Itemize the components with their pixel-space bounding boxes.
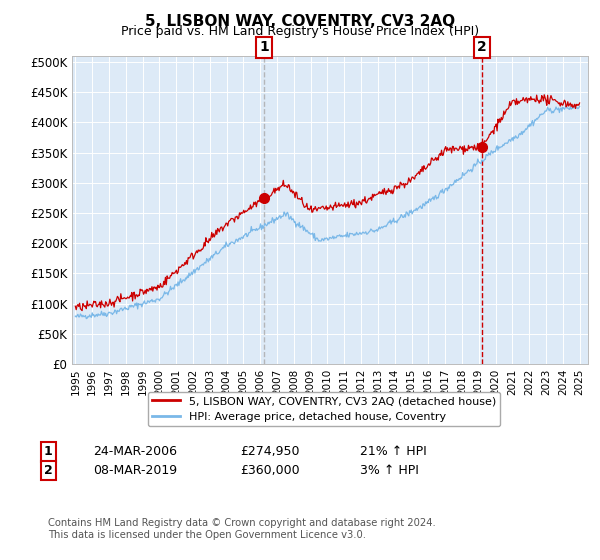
Text: 2: 2 — [44, 464, 52, 477]
Text: 2: 2 — [477, 40, 487, 54]
Text: 5, LISBON WAY, COVENTRY, CV3 2AQ: 5, LISBON WAY, COVENTRY, CV3 2AQ — [145, 14, 455, 29]
Text: 24-MAR-2006: 24-MAR-2006 — [93, 445, 177, 459]
Text: 21% ↑ HPI: 21% ↑ HPI — [360, 445, 427, 459]
Text: 3% ↑ HPI: 3% ↑ HPI — [360, 464, 419, 477]
Text: £360,000: £360,000 — [240, 464, 299, 477]
Text: £274,950: £274,950 — [240, 445, 299, 459]
Text: Contains HM Land Registry data © Crown copyright and database right 2024.
This d: Contains HM Land Registry data © Crown c… — [48, 518, 436, 540]
Legend: 5, LISBON WAY, COVENTRY, CV3 2AQ (detached house), HPI: Average price, detached : 5, LISBON WAY, COVENTRY, CV3 2AQ (detach… — [148, 391, 500, 426]
Text: 1: 1 — [259, 40, 269, 54]
Text: 1: 1 — [44, 445, 52, 459]
Text: 08-MAR-2019: 08-MAR-2019 — [93, 464, 177, 477]
Text: Price paid vs. HM Land Registry's House Price Index (HPI): Price paid vs. HM Land Registry's House … — [121, 25, 479, 38]
